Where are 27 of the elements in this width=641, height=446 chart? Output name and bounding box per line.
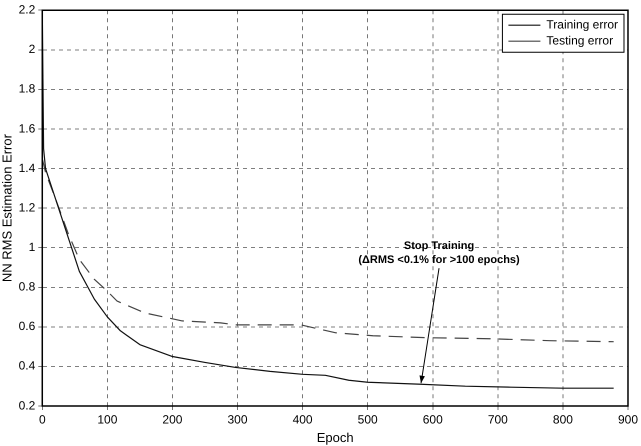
legend-label: Training error — [546, 18, 618, 32]
x-tick-label: 900 — [618, 412, 638, 427]
x-tick-label: 200 — [162, 412, 183, 427]
y-tick-label: 2 — [28, 42, 36, 56]
x-tick-label: 800 — [552, 412, 574, 427]
x-tick-label: 600 — [422, 412, 444, 427]
y-tick-label: 1.4 — [18, 160, 36, 175]
x-tick-label: 500 — [358, 412, 378, 427]
x-tick-label: 700 — [488, 412, 508, 427]
y-tick-label: 1.8 — [18, 82, 36, 96]
y-tick-label: 2.2 — [18, 2, 36, 17]
x-tick-label: 0 — [38, 412, 46, 427]
y-tick-label: 0.2 — [18, 398, 36, 412]
x-tick-label: 300 — [228, 412, 248, 427]
x-axis-title: Epoch — [316, 430, 354, 445]
y-tick-label: 0.4 — [18, 358, 36, 373]
x-tick-label: 100 — [97, 412, 118, 427]
y-axis-title: NN RMS Estimation Error — [0, 133, 14, 282]
annotation: Stop Training (ΔRMS <0.1% for >100 epochs) — [358, 240, 520, 266]
y-tick-label: 1.2 — [18, 200, 36, 214]
y-tick-label: 0.8 — [18, 280, 36, 294]
legend-label: Testing error — [546, 34, 614, 48]
y-tick-label: 1 — [28, 240, 36, 254]
y-tick-label: 1.6 — [18, 121, 36, 136]
x-tick-label: 400 — [292, 412, 313, 427]
y-tick-label: 0.6 — [18, 319, 36, 334]
line-series — [42, 158, 614, 342]
